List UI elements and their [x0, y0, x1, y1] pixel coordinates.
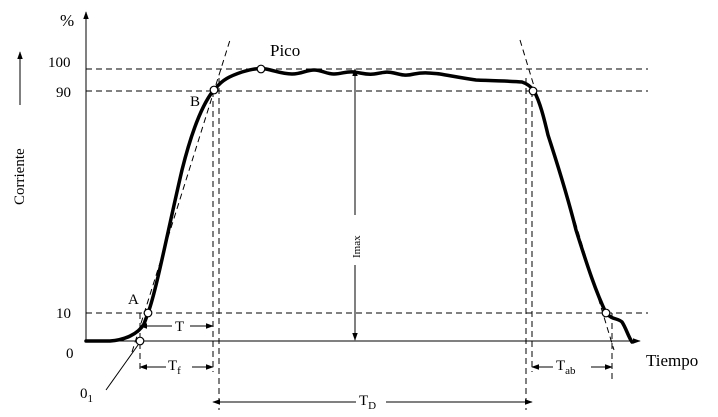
t-label-bg — [172, 316, 190, 334]
point-b-label: B — [190, 94, 200, 110]
td-label-bg — [356, 388, 386, 410]
fall-10-marker — [601, 308, 611, 318]
t-label: T — [175, 319, 184, 335]
fall-90-marker — [528, 86, 538, 96]
y-axis-unit: % — [60, 11, 74, 30]
origin-01-label: 01 — [80, 386, 93, 405]
point-a-label: A — [128, 292, 139, 308]
current-pulse-curve — [84, 66, 634, 344]
y-tick-100: 100 — [48, 55, 71, 71]
imax-label-bg — [346, 215, 364, 265]
tab-label: Tab — [556, 358, 576, 377]
x-axis-label: Tiempo — [646, 351, 698, 370]
td-label: TD — [359, 393, 376, 412]
peak-marker — [256, 64, 266, 74]
y-tick-10: 10 — [56, 306, 71, 322]
y-axis-label: Corriente — [12, 148, 28, 205]
tf-label: Tf — [168, 358, 181, 377]
tf-label-bg — [166, 354, 192, 376]
point-b-marker — [209, 85, 219, 95]
point-a-marker — [143, 308, 153, 318]
imax-label: Imax — [351, 235, 363, 258]
origin-leader-line — [105, 344, 139, 391]
y-tick-0: 0 — [66, 346, 74, 362]
y-tick-90: 90 — [56, 85, 71, 101]
tab-label-bg — [553, 354, 591, 376]
peak-label: Pico — [270, 41, 300, 60]
origin-01-marker — [135, 336, 145, 346]
